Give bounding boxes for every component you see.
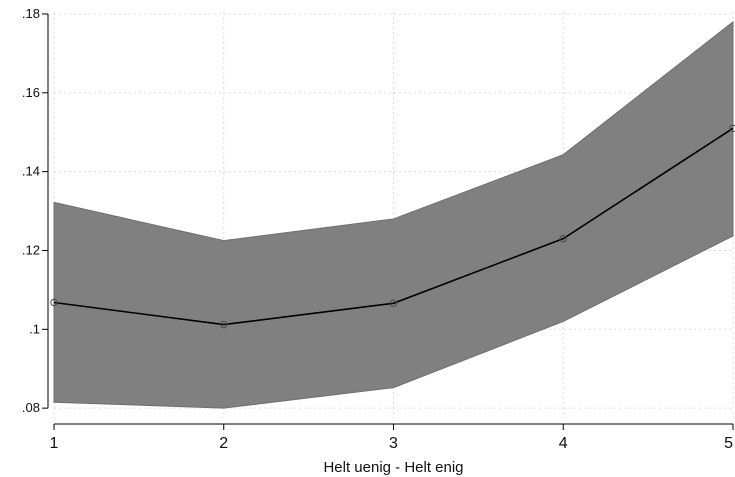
data-point: [50, 298, 58, 307]
x-tick-label: 3: [389, 435, 398, 452]
x-tick-label: 2: [219, 435, 228, 452]
y-tick-label: .14: [22, 164, 40, 179]
series-line: [53, 127, 734, 326]
y-tick-label: .18: [22, 6, 40, 21]
data-point: [729, 124, 735, 132]
x-tick-label: 5: [724, 435, 733, 452]
y-axis-ticks: .08 .1 .12 .14 .16 .18: [22, 6, 48, 415]
x-axis-label: Helt uenig - Helt enig: [323, 459, 463, 476]
series-markers: [50, 124, 735, 329]
data-point: [389, 299, 398, 307]
x-tick-label: 1: [50, 435, 59, 452]
y-tick-label: .12: [22, 242, 40, 257]
y-tick-label: .1: [29, 321, 40, 336]
y-tick-label: .08: [22, 400, 40, 415]
data-point: [559, 234, 567, 243]
x-tick-label: 4: [559, 435, 568, 452]
data-point: [220, 320, 228, 329]
confidence-band: [53, 20, 734, 409]
y-tick-label: .16: [22, 85, 40, 100]
x-axis-ticks: 1 2 3 4 5: [50, 424, 734, 452]
